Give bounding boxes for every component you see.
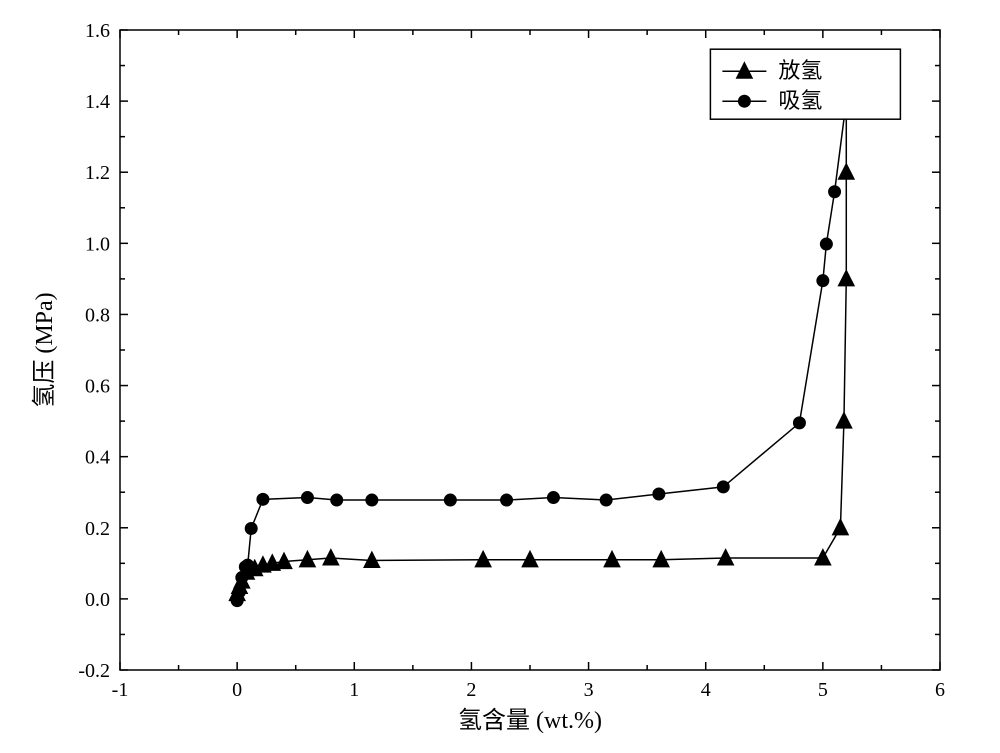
svg-text:3: 3 xyxy=(584,679,594,701)
svg-text:1.4: 1.4 xyxy=(85,91,110,113)
svg-text:5: 5 xyxy=(818,679,828,701)
svg-text:-0.2: -0.2 xyxy=(78,660,110,682)
svg-text:0.8: 0.8 xyxy=(85,304,110,326)
svg-text:4: 4 xyxy=(701,679,711,701)
svg-text:0.4: 0.4 xyxy=(85,447,110,469)
svg-text:1: 1 xyxy=(349,679,359,701)
y-axis-label: 氢压 (MPa) xyxy=(31,292,58,407)
svg-text:1.6: 1.6 xyxy=(85,20,110,42)
svg-text:-1: -1 xyxy=(112,679,129,701)
svg-text:0.0: 0.0 xyxy=(85,589,110,611)
chart-svg: -1 0 1 2 3 4 5 6 -0.2 0.0 0.2 0.4 0.6 0.8 1.0 1.2 1.4 1.6… xyxy=(0,0,1000,753)
series-吸氢 xyxy=(231,95,852,607)
svg-text:2: 2 xyxy=(466,679,476,701)
legend: 放氢吸氢 xyxy=(710,49,900,119)
series-放氢 xyxy=(229,92,854,600)
svg-text:1.2: 1.2 xyxy=(85,162,110,184)
svg-text:放氢: 放氢 xyxy=(778,58,822,83)
x-axis-label: 氢含量 (wt.%) xyxy=(458,707,602,734)
svg-text:6: 6 xyxy=(935,679,945,701)
svg-text:1.0: 1.0 xyxy=(85,233,110,255)
pct-chart: -1 0 1 2 3 4 5 6 -0.2 0.0 0.2 0.4 0.6 0.8 1.0 1.2 1.4 1.6… xyxy=(0,0,1000,753)
svg-text:0: 0 xyxy=(232,679,242,701)
svg-text:吸氢: 吸氢 xyxy=(778,88,822,113)
svg-text:0.2: 0.2 xyxy=(85,518,110,540)
svg-text:0.6: 0.6 xyxy=(85,376,110,398)
